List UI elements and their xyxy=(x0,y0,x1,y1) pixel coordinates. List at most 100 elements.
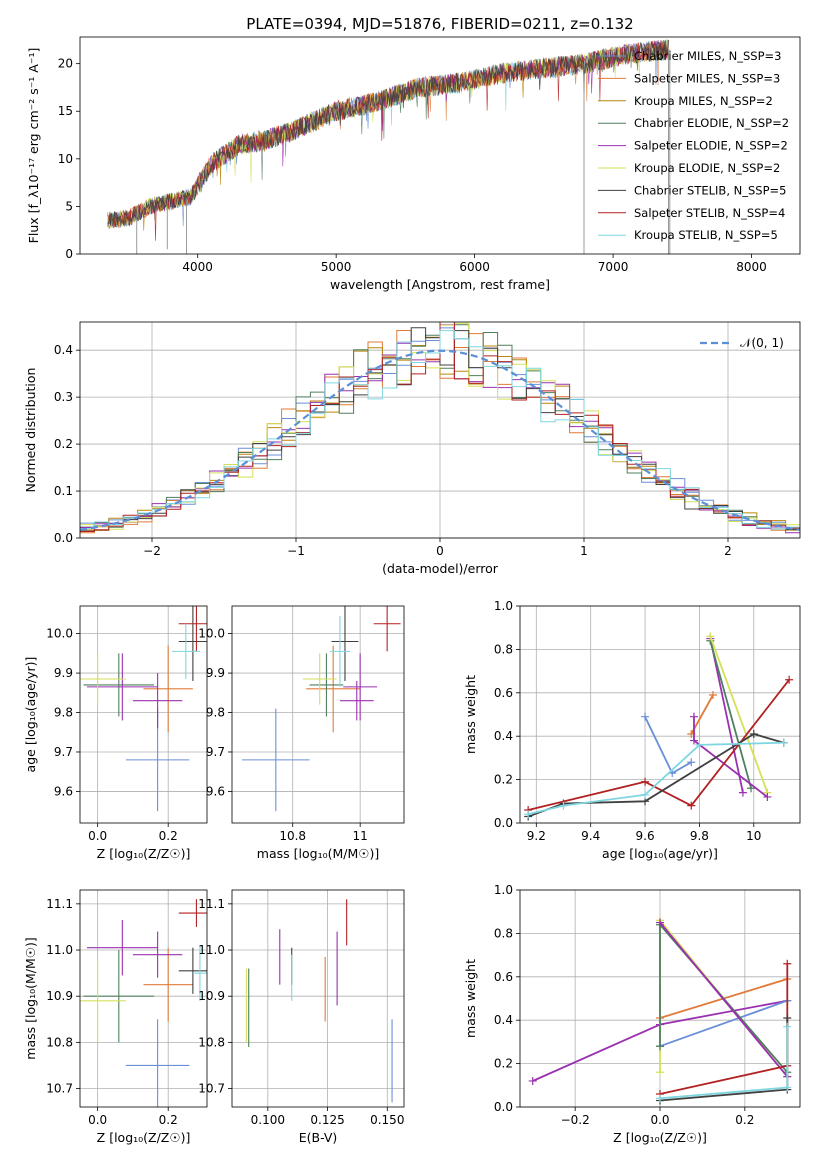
errorbar-point xyxy=(343,653,378,721)
axes-frame xyxy=(79,605,208,824)
y-tick-label: 0.0 xyxy=(54,531,73,545)
mass-vs-EBV-panel: 0.100 0.125 0.150 10.7 10.8 10.9 11.0 11.1 E(B-V… xyxy=(198,889,405,1145)
weight-marker xyxy=(687,758,696,767)
y-tick-label: 0.2 xyxy=(494,773,513,787)
x-axis-label: E(B-V) xyxy=(299,1130,338,1145)
y-tick-label: 11.1 xyxy=(198,897,225,911)
y-tick-label: 0.8 xyxy=(494,926,513,940)
histogram-series xyxy=(80,330,800,530)
x-tick-label: 10.8 xyxy=(279,829,306,843)
y-tick-label: 0.0 xyxy=(494,816,513,830)
weight-line xyxy=(709,638,744,793)
y-tick-label: 11.0 xyxy=(198,943,225,957)
weight-marker xyxy=(749,730,758,739)
errorbar-point xyxy=(132,673,183,729)
errorbar-point xyxy=(302,653,337,705)
errorbar-point xyxy=(178,947,207,994)
age-vs-Z-panel: 0.0 0.2 9.6 9.7 9.8 9.9 10.0 Z [log₁₀(Z/Z☉)] age… xyxy=(23,605,208,861)
x-axis-label: age [log₁₀(age/yr)] xyxy=(602,846,718,861)
y-tick-label: 1.0 xyxy=(494,599,513,613)
errorbar-point xyxy=(171,623,200,679)
weight-marker xyxy=(687,801,696,810)
weight-marker xyxy=(747,784,756,793)
axes-frame xyxy=(231,889,405,1108)
y-tick-label: 9.7 xyxy=(54,745,73,759)
weight-marker xyxy=(656,918,664,927)
errorbar-point xyxy=(80,653,126,705)
errorbar-point xyxy=(329,615,351,687)
y-tick-label: 15 xyxy=(58,104,73,118)
y-tick-label: 0.2 xyxy=(494,1057,513,1071)
weight-marker xyxy=(709,690,718,699)
legend-entry: Salpeter MILES, N_SSP=3 xyxy=(634,71,780,85)
errorbar-point xyxy=(309,653,344,717)
legend-entry: Salpeter ELODIE, N_SSP=2 xyxy=(634,139,788,153)
errorbar-point xyxy=(87,653,158,721)
y-tick-label: 0.4 xyxy=(494,1013,513,1027)
x-tick-label: 0 xyxy=(436,544,444,558)
weight-marker xyxy=(783,1014,792,1023)
y-tick-label: 10.7 xyxy=(198,1082,225,1096)
y-axis-label: Normed distribution xyxy=(23,368,38,493)
errorbar-point xyxy=(80,959,126,1043)
spectrum-lines xyxy=(107,39,671,254)
y-tick-label: 11.0 xyxy=(46,943,73,957)
legend-entry: Chabrier STELIB, N_SSP=5 xyxy=(634,183,786,197)
weight-line xyxy=(659,1018,789,1102)
x-tick-label: 5000 xyxy=(321,260,352,274)
y-tick-label: 0.6 xyxy=(494,686,513,700)
y-tick-label: 0.3 xyxy=(54,390,73,404)
weight-marker xyxy=(783,959,792,968)
x-tick-label: 11 xyxy=(353,829,368,843)
y-tick-label: 1.0 xyxy=(494,883,513,897)
weight-line xyxy=(709,636,769,793)
age-vs-mass-panel: 10.8 11 9.6 9.7 9.8 9.9 10.0 mass [log₁₀(M/M☉)] xyxy=(198,605,405,861)
errorbar-point xyxy=(178,606,207,681)
weight-marker xyxy=(738,788,747,797)
y-axis-label: mass weight xyxy=(463,959,478,1038)
x-tick-label: 0.2 xyxy=(159,1113,178,1127)
x-tick-label: 0.100 xyxy=(251,1113,285,1127)
weight-vs-age-panel: 9.2 9.4 9.6 9.8 10 0.0 0.2 0.4 0.6 0.8 1.0 age [log… xyxy=(463,599,801,861)
x-tick-label: 0.0 xyxy=(88,1113,107,1127)
y-axis-label: mass [log₁₀(M/M☉)] xyxy=(23,937,38,1059)
weight-marker xyxy=(528,1076,537,1085)
x-tick-label: −1 xyxy=(287,544,305,558)
weight-marker xyxy=(706,632,715,641)
legend-entry: Kroupa STELIB, N_SSP=5 xyxy=(634,228,778,242)
axes-frame xyxy=(79,36,801,255)
axes-frame xyxy=(519,605,801,824)
weight-marker xyxy=(763,792,772,801)
legend-entry: 𝒩(0, 1) xyxy=(740,336,784,350)
axes-frame xyxy=(519,889,801,1108)
y-tick-label: 9.6 xyxy=(206,784,225,798)
weight-line xyxy=(690,694,714,735)
y-tick-label: 20 xyxy=(58,57,73,71)
errorbars xyxy=(242,606,401,812)
y-tick-label: 10.7 xyxy=(46,1082,73,1096)
errorbar-point xyxy=(87,920,158,976)
weight-marker xyxy=(695,740,704,749)
x-axis-label: Z [log₁₀(Z/Z☉)] xyxy=(97,846,191,861)
weight-marker xyxy=(689,736,698,745)
x-tick-label: −0.2 xyxy=(561,1113,590,1127)
weight-line xyxy=(527,733,784,818)
errorbar-point xyxy=(83,950,155,1043)
y-tick-label: 5 xyxy=(65,199,73,213)
errorbar-point xyxy=(143,947,193,1022)
y-tick-label: 0 xyxy=(65,247,73,261)
legend-entry: Salpeter STELIB, N_SSP=4 xyxy=(634,206,785,220)
y-tick-label: 10.0 xyxy=(198,627,225,641)
x-axis-label: (data-model)/error xyxy=(382,561,499,576)
x-tick-label: 9.4 xyxy=(581,829,600,843)
weight-marker xyxy=(641,712,650,721)
errorbar-point xyxy=(331,606,359,681)
y-tick-label: 0.4 xyxy=(494,729,513,743)
errorbar-point xyxy=(339,680,374,721)
weight-marker xyxy=(524,810,533,819)
x-tick-label: 0.2 xyxy=(159,829,178,843)
weight-line xyxy=(659,1026,789,1100)
errorbar-point xyxy=(192,945,207,1001)
weight-marker xyxy=(783,1083,792,1092)
